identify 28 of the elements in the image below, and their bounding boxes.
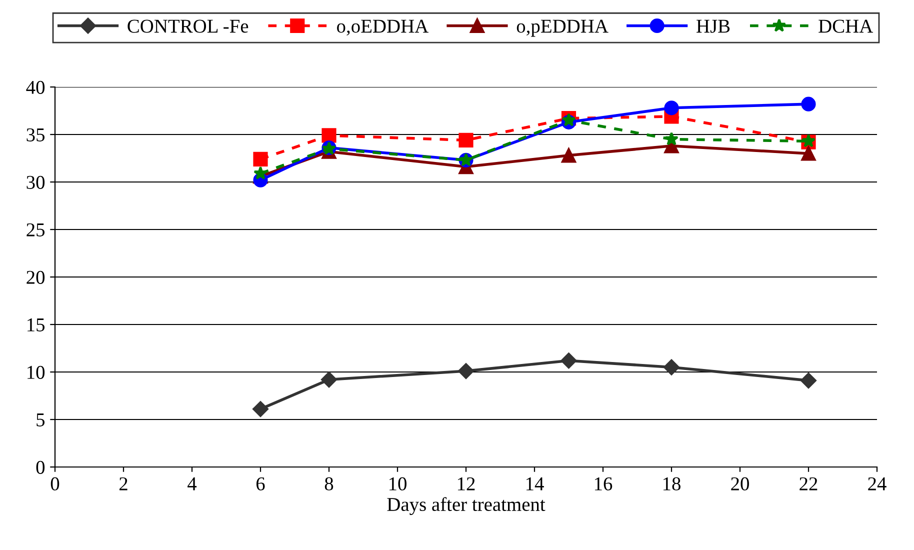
x-tick-label: 4 — [188, 477, 197, 490]
legend-label: DCHA — [818, 20, 874, 33]
legend-label: o,oEDDHA — [337, 20, 428, 36]
y-tick-label: 25 — [26, 223, 45, 236]
y-tick-label: 40 — [26, 80, 45, 94]
x-tick-label: 2 — [119, 477, 128, 490]
y-tick-label: 0 — [36, 460, 45, 474]
x-tick-label: 8 — [324, 477, 334, 490]
x-tick-label: 22 — [800, 477, 818, 490]
x-tick-label: 18 — [663, 477, 680, 490]
y-tick-label: 20 — [26, 270, 45, 284]
x-tick-label: 24 — [868, 477, 886, 490]
legend-label: o,pEDDHA — [516, 20, 608, 37]
y-tick-label: 5 — [36, 414, 45, 426]
y-tick-label: 30 — [26, 176, 45, 189]
x-tick-label: 14 — [526, 477, 544, 490]
legend-label: CONTROL -Fe — [128, 20, 248, 33]
y-tick-label: 10 — [28, 366, 45, 379]
x-tick-label: 16 — [594, 477, 612, 490]
y-tick-label: 35 — [26, 128, 45, 142]
y-tick-label: 15 — [28, 318, 45, 332]
x-tick-label: 6 — [256, 477, 265, 490]
x-tick-label: 0 — [50, 477, 60, 490]
x-tick-label: 20 — [731, 477, 749, 490]
x-tick-label: 12 — [458, 477, 475, 490]
x-axis-title: Days after treatment — [387, 497, 546, 516]
x-tick-label: 10 — [389, 477, 406, 490]
legend-label: HJB — [696, 20, 730, 33]
